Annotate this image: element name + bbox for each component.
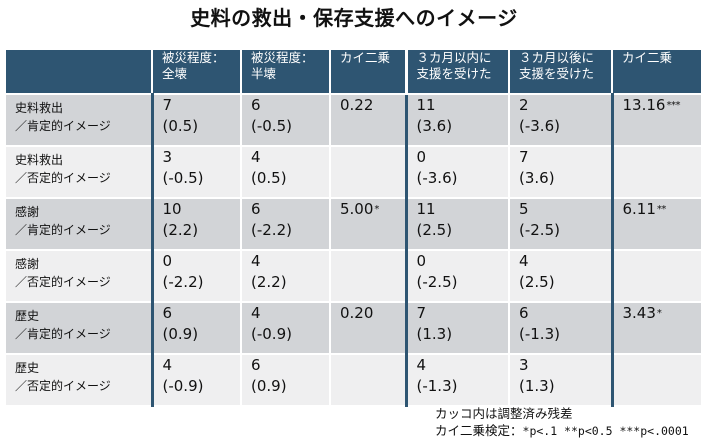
cell-half-damage: 4 (0.5) (241, 146, 331, 199)
cell-support-after-3m: 7 (3.6) (509, 146, 614, 199)
chi-square-value: 0.22 (340, 96, 374, 114)
row-label: 歴史 ／肯定的イメージ (6, 302, 154, 355)
column-header: カイ二乗 (612, 50, 703, 95)
cell-total-damage: 10 (2.2) (152, 198, 242, 251)
row-label: 感謝 ／否定的イメージ (6, 250, 154, 303)
cell-half-damage: 4 (-0.9) (241, 302, 331, 355)
cell-chi-square-damage (330, 146, 408, 199)
cell-total-damage: 0 (-2.2) (152, 250, 242, 303)
chi-square-value: 3.43 (622, 304, 656, 322)
cell-support-after-3m: 3 (1.3) (509, 354, 614, 407)
table-row: 歴史 ／否定的イメージ 4 (-0.9) 6 (0.9) 4 (-1.3) 3 (1.3) (6, 354, 703, 407)
note-chi-square: カイ二乗検定：*p<.1 **p<0.5 ***p<.0001 (435, 422, 689, 440)
cell-half-damage: 4 (2.2) (241, 250, 331, 303)
significance-mark: * (374, 204, 379, 215)
row-label: 史料救出 ／肯定的イメージ (6, 94, 154, 147)
cell-half-damage: 6 (-0.5) (241, 94, 331, 147)
significance-mark: *** (666, 100, 680, 111)
cell-half-damage: 6 (0.9) (241, 354, 331, 407)
cell-support-within-3m: 7 (1.3) (406, 302, 510, 355)
column-header: 被災程度： 半壊 (241, 50, 331, 95)
cell-chi-square-support (612, 354, 703, 407)
table-row: 歴史 ／肯定的イメージ 6 (0.9) 4 (-0.9) 0.20 7 (1.3) 6 (-1.3)… (6, 302, 703, 355)
cell-support-within-3m: 11 (2.5) (406, 198, 510, 251)
note-residual: カッコ内は調整済み残差 (435, 406, 573, 421)
cell-total-damage: 4 (-0.9) (152, 354, 242, 407)
cell-support-after-3m: 6 (-1.3) (509, 302, 614, 355)
results-table: 被災程度： 全壊 被災程度： 半壊 カイ二乗 ３カ月以内に 支援を受けた ３カ月以後に 支援を受… (6, 50, 703, 407)
column-header: 被災程度： 全壊 (152, 50, 242, 95)
cell-support-after-3m: 5 (-2.5) (509, 198, 614, 251)
column-header: カイ二乗 (330, 50, 408, 95)
table-row: 史料救出 ／肯定的イメージ 7 (0.5) 6 (-0.5) 0.22 11 (3.6) 2 (-3… (6, 94, 703, 147)
table-row: 感謝 ／否定的イメージ 0 (-2.2) 4 (2.2) 0 (-2.5) 4 (2.5) (6, 250, 703, 303)
cell-chi-square-support: 6.11** (612, 198, 703, 251)
table-body: 史料救出 ／肯定的イメージ 7 (0.5) 6 (-0.5) 0.22 11 (3.6) 2 (-3… (6, 94, 703, 407)
table-row: 史料救出 ／否定的イメージ 3 (-0.5) 4 (0.5) 0 (-3.6) 7 (3.6) (6, 146, 703, 199)
chi-square-value: 0.20 (340, 304, 374, 322)
cell-chi-square-damage: 5.00* (330, 198, 408, 251)
cell-total-damage: 3 (-0.5) (152, 146, 242, 199)
column-header: ３カ月以内に 支援を受けた (406, 50, 510, 95)
cell-chi-square-support (612, 250, 703, 303)
significance-mark: * (656, 308, 662, 319)
cell-chi-square-damage (330, 250, 408, 303)
cell-chi-square-support: 13.16*** (612, 94, 703, 147)
cell-support-within-3m: 4 (-1.3) (406, 354, 510, 407)
note-chi-significance: *p<.1 **p<0.5 ***p<.0001 (522, 424, 689, 438)
page-title: 史料の救出・保存支援へのイメージ (190, 6, 518, 30)
cell-support-after-3m: 4 (2.5) (509, 250, 614, 303)
note-chi-prefix: カイ二乗検定： (435, 423, 523, 438)
cell-support-within-3m: 0 (-2.5) (406, 250, 510, 303)
cell-chi-square-damage: 0.20 (330, 302, 408, 355)
row-label: 感謝 ／肯定的イメージ (6, 198, 154, 251)
cell-half-damage: 6 (-2.2) (241, 198, 331, 251)
row-label: 史料救出 ／否定的イメージ (6, 146, 154, 199)
column-header: ３カ月以後に 支援を受けた (509, 50, 613, 95)
header-row: 被災程度： 全壊 被災程度： 半壊 カイ二乗 ３カ月以内に 支援を受けた ３カ月以後に 支援を受… (6, 50, 703, 95)
chi-square-value: 13.16 (622, 96, 666, 114)
cell-support-within-3m: 11 (3.6) (406, 94, 510, 147)
cell-chi-square-support (612, 146, 703, 199)
cell-chi-square-damage: 0.22 (330, 94, 408, 147)
header-corner (6, 50, 153, 95)
cell-total-damage: 6 (0.9) (152, 302, 242, 355)
cell-support-after-3m: 2 (-3.6) (509, 94, 614, 147)
chi-square-value: 5.00 (340, 200, 374, 218)
cell-support-within-3m: 0 (-3.6) (406, 146, 510, 199)
cell-total-damage: 7 (0.5) (152, 94, 242, 147)
cell-chi-square-support: 3.43* (612, 302, 703, 355)
table-note: カッコ内は調整済み残差 カイ二乗検定：*p<.1 **p<0.5 ***p<.0… (435, 405, 689, 440)
row-label: 歴史 ／否定的イメージ (6, 354, 154, 407)
table-row: 感謝 ／肯定的イメージ 10 (2.2) 6 (-2.2) 5.00* 11 (2.5) 5 (-2… (6, 198, 703, 251)
cell-chi-square-damage (330, 354, 408, 407)
chi-square-value: 6.11 (622, 200, 656, 218)
significance-mark: ** (656, 204, 667, 215)
